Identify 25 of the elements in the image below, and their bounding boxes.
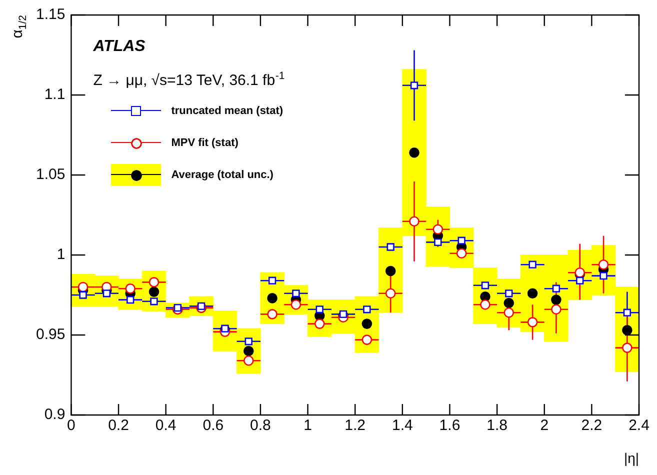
- y-axis-title: α1/2: [9, 14, 29, 38]
- x-tick-label: 1.2: [344, 417, 366, 434]
- x-tick-label: 1: [304, 417, 312, 434]
- x-axis-title: |η|: [624, 450, 640, 466]
- y-tick-label: 0.9: [44, 406, 66, 424]
- x-tick-label: 0.4: [155, 417, 176, 434]
- legend-label: Average (total unc.): [171, 169, 274, 181]
- x-tick-label: 0.8: [250, 417, 271, 434]
- y-tick-label: 0.95: [36, 326, 66, 344]
- x-tick-label: 1.8: [486, 417, 508, 434]
- legend-label: MPV fit (stat): [171, 137, 238, 149]
- x-tick-label: 2: [540, 417, 549, 434]
- x-tick-label: 0: [67, 417, 76, 434]
- x-tick-label: 0.6: [202, 417, 224, 434]
- y-tick-label: 1.15: [36, 6, 66, 24]
- x-tick-label: 2.4: [628, 417, 650, 434]
- y-tick-label: 1.1: [44, 86, 66, 104]
- legend-label: truncated mean (stat): [171, 105, 284, 117]
- y-tick-label: 1.05: [36, 166, 66, 184]
- x-tick-label: 1.6: [439, 417, 460, 434]
- x-tick-label: 2.2: [581, 417, 602, 434]
- x-tick-label: 1.4: [392, 417, 413, 434]
- annotation: ATLAS: [92, 38, 146, 55]
- y-tick-label: 1: [56, 246, 66, 264]
- x-tick-label: 0.2: [108, 417, 129, 434]
